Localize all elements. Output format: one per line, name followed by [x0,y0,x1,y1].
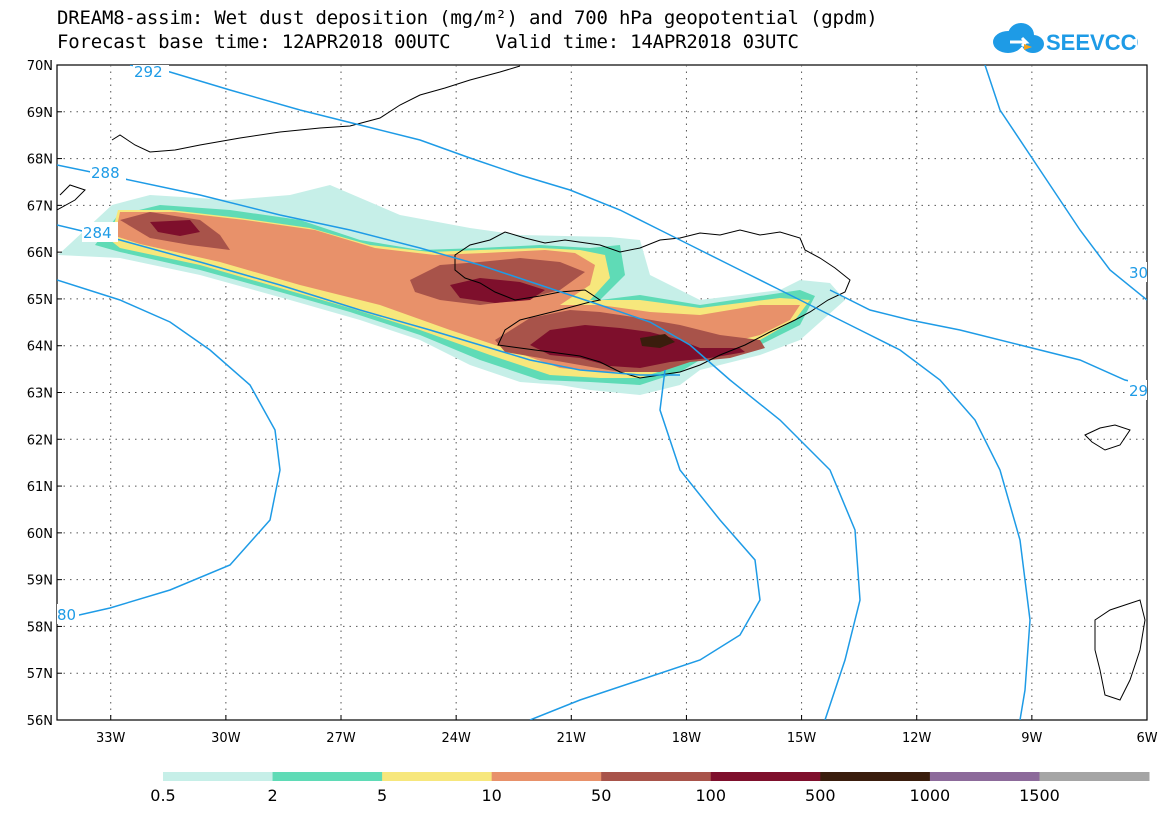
contour-label-284: 284 [83,224,112,242]
legend-label: 0.5 [150,786,175,805]
lat-label: 63N [27,387,53,402]
contour-label-29: 29 [1129,382,1148,400]
legend-label: 10 [481,786,501,805]
axis-ticks [57,64,1148,721]
legend-label: 1000 [910,786,951,805]
geopotential-contours [57,65,1147,720]
legend-swatch [163,772,274,781]
lon-label: 21W [557,731,587,746]
longitude-labels: 33W 30W 27W 24W 21W 18W 15W 12W 9W 6W [96,731,1158,746]
legend-label: 2 [267,786,277,805]
legend-swatch [929,772,1040,781]
cloud-icon [993,23,1044,53]
lon-label: 9W [1021,731,1042,746]
legend-label: 1500 [1019,786,1060,805]
lat-label: 61N [27,480,53,495]
lat-label: 66N [27,246,53,261]
legend-swatch [710,772,821,781]
legend-swatch [1039,772,1150,781]
legend-label: 5 [377,786,387,805]
lon-label: 15W [787,731,817,746]
contour-label-292: 292 [134,63,163,81]
lat-label: 69N [27,106,53,121]
logo-text: SEEVCCC [1046,30,1138,55]
lat-label: 67N [27,199,53,214]
lat-label: 70N [27,59,53,74]
lat-label: 62N [27,433,53,448]
legend-swatch [820,772,931,781]
map-title: DREAM8-assim: Wet dust deposition (mg/m²… [57,7,878,29]
lat-label: 57N [27,667,53,682]
lat-label: 60N [27,527,53,542]
contour-labels: 292 288 284 80 30 29 [57,63,1148,624]
legend-label: 50 [591,786,611,805]
legend-swatch [601,772,712,781]
map-subtitle: Forecast base time: 12APR2018 00UTC Vali… [57,31,799,53]
lon-label: 6W [1136,731,1157,746]
lat-label: 64N [27,340,53,355]
legend-swatch [272,772,383,781]
legend-swatch [491,772,602,781]
lat-label: 65N [27,293,53,308]
seevccc-logo: SEEVCCC [993,23,1138,55]
contour-label-288: 288 [91,164,120,182]
legend-label: 500 [805,786,836,805]
lon-label: 12W [902,731,932,746]
latitude-labels: 70N 69N 68N 67N 66N 65N 64N 63N 62N 61N 60N 59N 58N 5… [27,59,53,729]
map-panel: 292 288 284 80 30 29 70N 69N 68N 67N 66N 65N 6… [27,59,1158,746]
dust-deposition-plume [58,185,845,395]
legend-swatch [382,772,493,781]
legend-label: 100 [696,786,727,805]
map-frame [56,64,1148,721]
lat-label: 58N [27,620,53,635]
lat-label: 56N [27,714,53,729]
contour-label-30: 30 [1129,264,1148,282]
lat-label: 59N [27,574,53,589]
contour-label-80: 80 [57,606,76,624]
lat-label: 68N [27,153,53,168]
lon-label: 24W [441,731,471,746]
lon-label: 18W [672,731,702,746]
lon-label: 33W [96,731,126,746]
coastline [57,65,1146,701]
lon-label: 30W [211,731,241,746]
lon-label: 27W [326,731,356,746]
color-legend: 0.5 2 5 10 50 100 500 1000 1500 [150,772,1150,805]
